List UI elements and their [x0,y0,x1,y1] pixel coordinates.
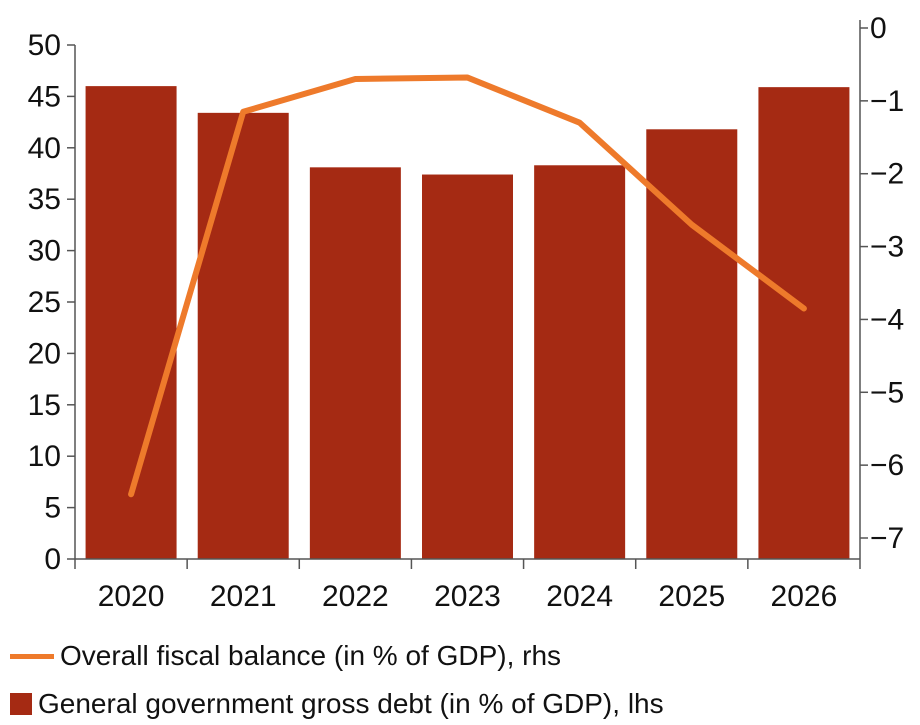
right-tick-label: −6 [870,449,904,482]
line-point-2021 [243,111,244,112]
left-tick-label: 50 [28,29,61,62]
legend-bar-entry: General government gross debt (in % of G… [10,688,664,720]
x-axis: 2020 2021 2022 2023 2024 2025 2026 [75,559,860,613]
legend-line-entry: Overall fiscal balance (in % of GDP), rh… [10,640,561,672]
left-tick-label: 35 [28,183,61,216]
bar-2023 [422,175,513,559]
line-point-2020 [131,494,132,495]
right-tick-label: −7 [870,522,904,555]
right-tick-label: 0 [870,12,887,45]
legend-bar-label: General government gross debt (in % of G… [38,688,664,720]
left-tick-label: 40 [28,132,61,165]
x-tick-label: 2024 [546,580,613,613]
right-tick-label: −3 [870,231,904,264]
x-tick-label: 2025 [658,580,725,613]
bars-layer [86,86,850,559]
x-tick-label: 2023 [434,580,501,613]
bar-2022 [310,167,401,559]
left-tick-label: 10 [28,440,61,473]
right-tick-label: −1 [870,85,904,118]
x-tick-label: 2026 [771,580,838,613]
x-tick-label: 2020 [98,580,165,613]
right-tick-label: −2 [870,158,904,191]
line-point-2023 [467,77,468,78]
bar-2026 [758,87,849,559]
right-tick-label: −4 [870,303,904,336]
legend-line-swatch [10,654,54,659]
line-point-2024 [579,122,580,123]
right-tick-label: −5 [870,376,904,409]
x-tick-label: 2021 [210,580,277,613]
left-tick-label: 5 [44,492,61,525]
left-tick-label: 0 [44,543,61,576]
left-tick-label: 25 [28,286,61,319]
left-tick-label: 45 [28,80,61,113]
left-axis: 0 5 10 15 20 25 30 35 40 45 50 [28,29,75,576]
left-tick-label: 15 [28,389,61,422]
legend-line-label: Overall fiscal balance (in % of GDP), rh… [60,640,561,672]
line-point-2025 [691,224,692,225]
bar-2021 [198,113,289,559]
line-point-2022 [355,79,356,80]
bar-2024 [534,165,625,559]
line-point-2026 [803,308,804,309]
left-tick-label: 30 [28,235,61,268]
x-tick-label: 2022 [322,580,389,613]
left-tick-label: 20 [28,337,61,370]
right-axis: 0 −1 −2 −3 −4 −5 −6 −7 [860,12,904,555]
legend-bar-swatch [10,693,32,715]
